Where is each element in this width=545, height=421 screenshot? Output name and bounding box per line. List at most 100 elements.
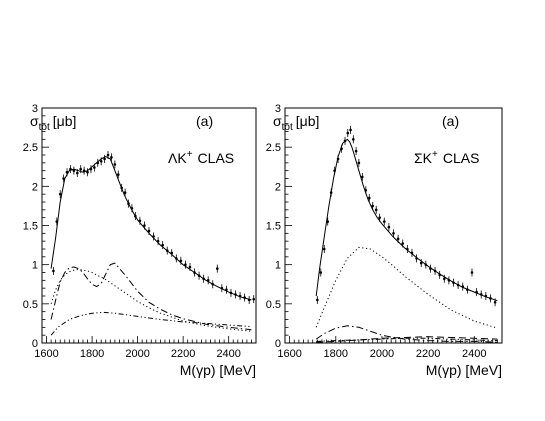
data-point (127, 199, 130, 208)
data-point (333, 166, 336, 175)
data-point (116, 170, 120, 179)
series-curve-dashdotdot (316, 337, 498, 342)
data-point (58, 190, 62, 199)
data-point (211, 280, 215, 289)
data-point (72, 166, 76, 175)
series-curve-dotted (50, 268, 252, 332)
y-tick-label: 1.5 (23, 221, 38, 233)
data-point (86, 168, 89, 177)
data-point (225, 285, 228, 294)
data-point (55, 217, 59, 226)
data-point (69, 165, 72, 174)
data-point (134, 212, 137, 221)
y-tick-label: 0.5 (266, 299, 281, 311)
data-point (110, 153, 113, 162)
data-point (493, 298, 497, 307)
data-point (103, 154, 106, 163)
y-tick-label: 0 (32, 338, 38, 350)
data-point (415, 254, 418, 263)
data-point (489, 294, 492, 303)
data-point (252, 295, 256, 304)
data-point (238, 292, 242, 300)
series-curve-dashdot (315, 325, 498, 343)
data-point (429, 264, 432, 273)
data-point (475, 288, 478, 297)
data-point (52, 266, 55, 275)
data-point (354, 147, 358, 156)
data-point (152, 232, 155, 241)
chart-panel-right: 0 0.5 1 1.5 2 2.5 3 1600 1800 2000 2200 2400 σtot [μb… (266, 103, 503, 378)
y-tick-label: 2 (275, 181, 281, 193)
data-point (165, 246, 169, 255)
reaction-annotation: ΣK+ CLAS (414, 149, 479, 166)
x-tick-label: 2000 (125, 348, 149, 360)
data-point (361, 172, 364, 181)
data-point (247, 295, 251, 304)
data-point (156, 237, 160, 246)
data-point (364, 186, 368, 195)
series-curve-dashed (316, 336, 498, 343)
data-point (62, 174, 65, 183)
y-tick-label: 1 (275, 260, 281, 272)
data-point (175, 254, 178, 263)
data-point (193, 268, 196, 277)
data-point (82, 166, 86, 175)
data-point (387, 223, 391, 232)
data-point (179, 256, 183, 265)
data-point (99, 157, 103, 166)
data-point (357, 158, 361, 167)
data-point (96, 158, 100, 167)
data-point (130, 204, 134, 213)
data-point (79, 165, 83, 174)
data-point (433, 266, 437, 275)
x-tick-label: 1600 (34, 348, 58, 360)
data-point (123, 188, 127, 197)
data-point (442, 274, 446, 283)
data-point (343, 136, 347, 145)
data-point (113, 160, 117, 169)
series-curve-dashdotdot (50, 311, 252, 336)
data-point (326, 217, 330, 226)
series-curve-dotted (315, 246, 498, 329)
data-point (378, 213, 381, 222)
x-tick-label: 2200 (416, 348, 440, 360)
data-point (215, 264, 219, 273)
data-point (406, 245, 409, 253)
x-tick-label: 1800 (324, 348, 348, 360)
x-tick-label: 2200 (171, 348, 195, 360)
data-point (220, 284, 224, 293)
data-point (202, 274, 205, 283)
data-point (147, 226, 151, 235)
data-point (336, 154, 340, 163)
data-point (340, 144, 343, 153)
y-tick-label: 3 (275, 103, 281, 115)
data-point (461, 282, 465, 291)
data-point (93, 163, 96, 172)
data-point (75, 169, 79, 178)
data-point (89, 165, 93, 174)
data-point (106, 151, 110, 159)
x-tick-label: 1600 (277, 348, 301, 360)
data-point (234, 290, 237, 299)
plot-frame (41, 107, 257, 344)
data-point (424, 260, 428, 269)
data-point (319, 268, 323, 277)
data-point (466, 285, 469, 294)
y-tick-label: 0.5 (23, 299, 38, 311)
y-axis-label: σtot [μb] (30, 113, 76, 133)
series-curve-solid (50, 156, 252, 301)
data-point (479, 290, 483, 299)
chart-panel-left: 0 0.5 1 1.5 2 2.5 3 1600 1800 2000 2200 2400 σtot [μb… (23, 103, 257, 378)
data-point (329, 188, 333, 197)
data-point (316, 295, 319, 304)
data-point (401, 239, 405, 248)
data-point (374, 205, 378, 214)
y-tick-label: 3 (32, 103, 38, 115)
series-curve-dashdot (50, 262, 252, 331)
x-tick-label: 1800 (80, 348, 104, 360)
data-point (447, 276, 451, 285)
data-point (161, 241, 164, 250)
x-tick-label: 2000 (370, 348, 394, 360)
data-point (367, 194, 371, 203)
